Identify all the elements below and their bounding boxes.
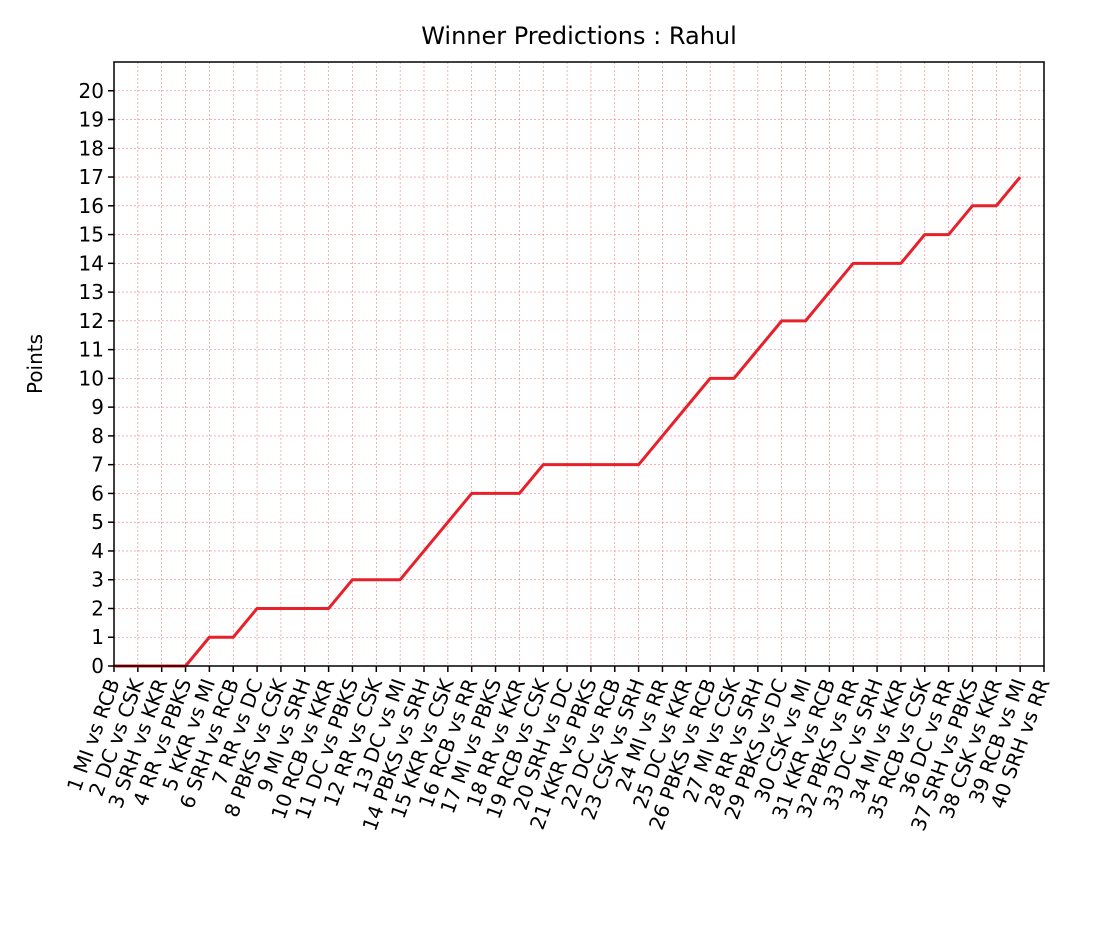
y-tick-label: 10	[79, 366, 104, 390]
y-tick-label: 2	[91, 596, 104, 620]
y-tick-label: 16	[79, 194, 104, 218]
plot-frame	[113, 61, 1045, 667]
y-tick-label: 14	[79, 251, 104, 275]
y-tick-label: 1	[91, 625, 104, 649]
y-tick-label: 7	[91, 453, 104, 477]
y-axis-label: Points	[23, 334, 47, 394]
y-tick-label: 18	[79, 136, 104, 160]
chart-title: Winner Predictions : Rahul	[421, 22, 737, 50]
y-tick-label: 12	[79, 309, 104, 333]
y-tick-label: 8	[91, 424, 104, 448]
y-tick-label: 4	[91, 539, 104, 563]
y-tick-label: 11	[79, 338, 104, 362]
y-tick-label: 6	[91, 481, 104, 505]
line	[114, 176, 1022, 668]
y-tick-label: 3	[91, 568, 104, 592]
y-tick-label: 5	[91, 510, 104, 534]
y-tick-label: 17	[79, 165, 104, 189]
y-tick-label: 0	[91, 654, 104, 678]
y-tick-label: 13	[79, 280, 104, 304]
y-tick-label: 20	[79, 79, 104, 103]
y-tick-label: 9	[91, 395, 104, 419]
y-tick-label: 19	[79, 108, 104, 132]
y-tick-label: 15	[79, 223, 104, 247]
